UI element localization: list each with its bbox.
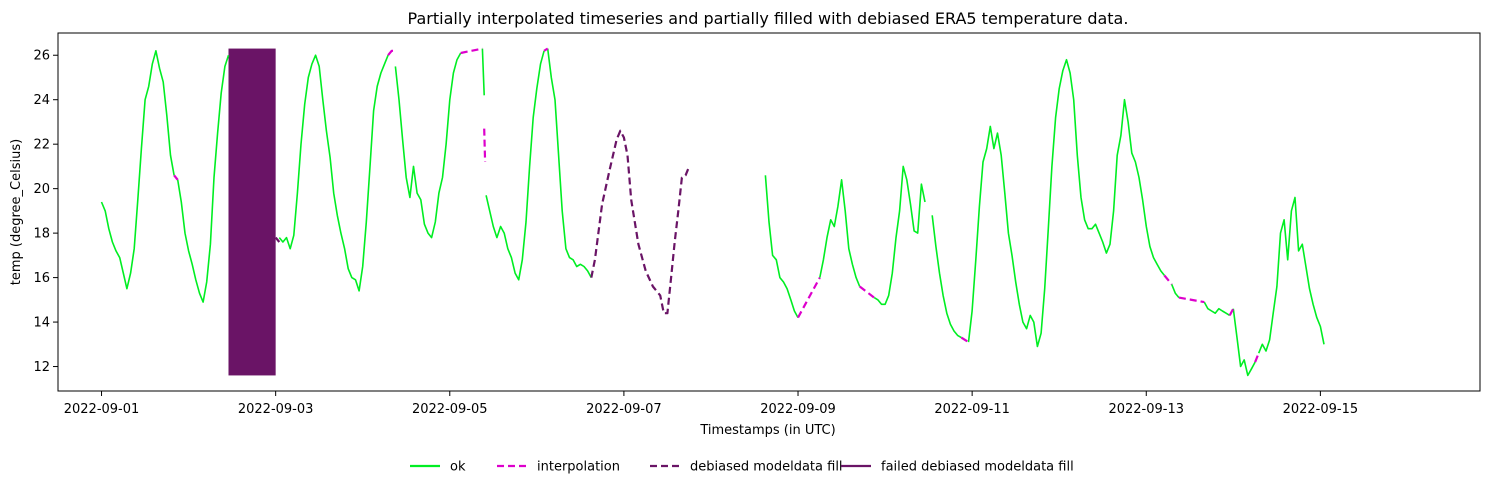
- series-ok-segment: [967, 58, 1166, 348]
- y-tick-label: 12: [33, 360, 50, 375]
- x-tick-label: 2022-09-01: [64, 402, 140, 417]
- y-tick-label: 16: [33, 271, 50, 286]
- series-ok-segment: [1203, 301, 1231, 317]
- series-ok-segment: [1232, 308, 1256, 377]
- series-ok-segment: [873, 165, 926, 306]
- y-tick-label: 22: [33, 138, 50, 153]
- chart-title: Partially interpolated timeseries and pa…: [408, 9, 1129, 28]
- legend-label-failed-debiased-modeldata-fill: failed debiased modeldata fill: [881, 460, 1074, 475]
- series-ok-segment: [1170, 284, 1180, 299]
- x-tick-label: 2022-09-15: [1283, 402, 1359, 417]
- series-ok-segment: [278, 54, 389, 292]
- series-interpolation-segment: [1228, 308, 1235, 316]
- x-tick-label: 2022-09-03: [238, 402, 314, 417]
- legend-label-ok: ok: [450, 460, 466, 475]
- y-tick-label: 18: [33, 227, 50, 242]
- legend-label-interpolation: interpolation: [537, 460, 620, 475]
- series-ok-segment: [1257, 196, 1325, 354]
- y-axis-label: temp (degree_Celsius): [9, 139, 24, 285]
- failed-fill-band: [228, 48, 276, 376]
- y-tick-label: 24: [33, 93, 50, 108]
- x-axis: 2022-09-01 2022-09-03 2022-09-05 2022-09-07…: [64, 391, 1358, 417]
- series-debiased-modeldata-fill-segment: [590, 129, 691, 315]
- y-tick-label: 26: [33, 49, 50, 64]
- y-tick-label: 14: [33, 316, 50, 331]
- series-lines-layer: [100, 47, 1325, 377]
- legend: ok interpolation debiased modeldata fill fa…: [410, 460, 1074, 475]
- series-interpolation-segment: [797, 277, 821, 319]
- axes-frame: [57, 32, 1481, 392]
- series-debiased-modeldata-fill-segment: [274, 236, 281, 243]
- x-tick-label: 2022-09-05: [412, 402, 488, 417]
- x-tick-label: 2022-09-09: [760, 402, 836, 417]
- x-axis-label: Timestamps (in UTC): [699, 423, 835, 438]
- series-ok-segment: [481, 48, 485, 96]
- series-ok-segment: [394, 52, 462, 239]
- y-tick-label: 20: [33, 182, 50, 197]
- series-interpolation-segment: [859, 285, 875, 299]
- y-axis: 12 14 16 18 20 22 24 26: [33, 49, 58, 375]
- series-ok-segment: [176, 54, 230, 303]
- legend-label-debiased-modeldata-fill: debiased modeldata fill: [690, 460, 843, 475]
- series-ok-segment: [485, 50, 545, 281]
- x-tick-label: 2022-09-07: [586, 402, 662, 417]
- series-interpolation-segment: [483, 128, 487, 163]
- x-tick-label: 2022-09-11: [934, 402, 1010, 417]
- series-interpolation-segment: [1163, 274, 1173, 285]
- series-interpolation-segment: [1254, 352, 1260, 363]
- series-ok-segment: [546, 48, 593, 278]
- series-interpolation-segment: [173, 174, 179, 181]
- series-ok-segment: [931, 215, 962, 339]
- series-interpolation-segment: [960, 336, 970, 344]
- series-interpolation-segment: [543, 47, 549, 52]
- series-ok-segment: [100, 50, 175, 290]
- failed-fill-layer: [228, 48, 276, 376]
- plot-area: [57, 32, 1481, 392]
- series-ok-segment: [819, 179, 861, 287]
- series-interpolation-segment: [1178, 296, 1205, 304]
- series-interpolation-segment: [460, 47, 483, 55]
- series-ok-segment: [764, 175, 799, 318]
- x-tick-label: 2022-09-13: [1108, 402, 1184, 417]
- series-interpolation-segment: [387, 49, 396, 56]
